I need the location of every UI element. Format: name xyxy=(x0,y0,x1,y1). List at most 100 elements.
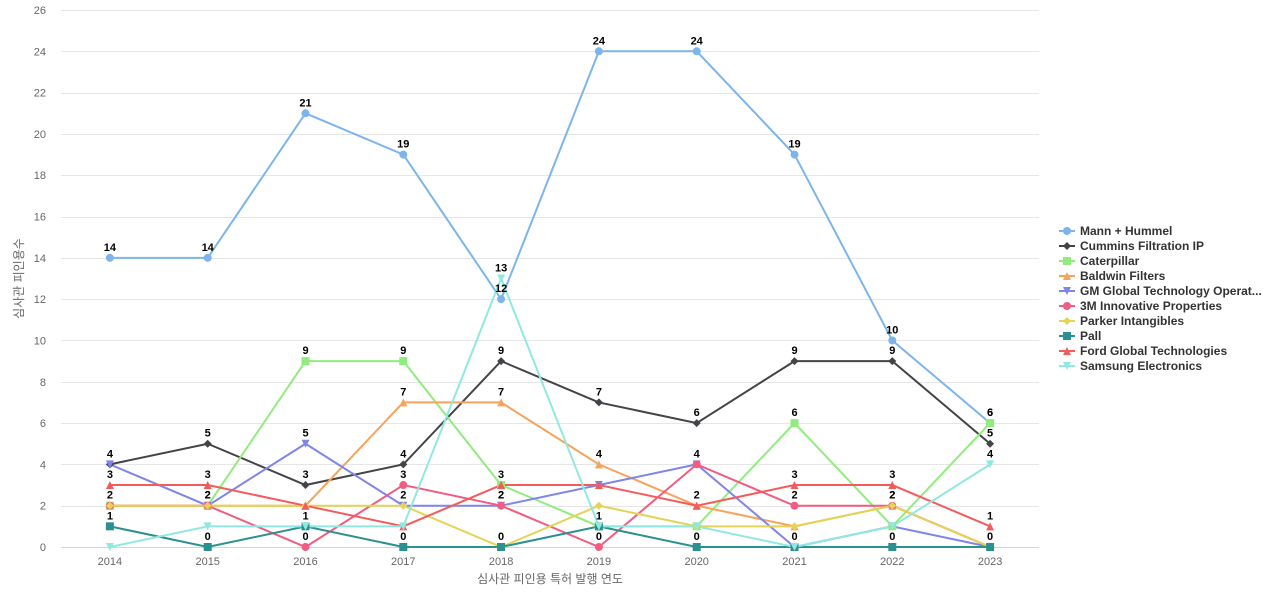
data-point-mann-hummel[interactable] xyxy=(301,109,310,118)
legend-item-ford-global-technologies[interactable]: Ford Global Technologies xyxy=(1059,344,1227,358)
data-point-caterpillar[interactable] xyxy=(986,419,995,428)
data-point-gm-global-technology-operations[interactable] xyxy=(301,439,310,448)
data-label-cummins-filtration-ip: 5 xyxy=(205,428,211,440)
data-point-ford-global-technologies[interactable] xyxy=(203,481,212,490)
data-point-pall[interactable] xyxy=(692,543,701,551)
data-point-ford-global-technologies[interactable] xyxy=(986,522,995,531)
data-point-mann-hummel[interactable] xyxy=(497,295,506,304)
legend-item-caterpillar[interactable]: Caterpillar xyxy=(1059,254,1140,268)
legend-symbol[interactable] xyxy=(1063,257,1071,265)
data-point-samsung-electronics[interactable] xyxy=(986,460,995,469)
data-point-baldwin-filters[interactable] xyxy=(399,398,408,407)
data-point-gm-global-technology-operations[interactable] xyxy=(105,460,114,469)
data-point-mann-hummel[interactable] xyxy=(692,47,701,56)
data-point-parker-intangibles[interactable] xyxy=(594,501,603,510)
data-point-samsung-electronics[interactable] xyxy=(497,274,506,283)
data-point-pall[interactable] xyxy=(105,522,114,531)
data-point-mann-hummel[interactable] xyxy=(790,150,799,159)
data-point-cummins-filtration-ip[interactable] xyxy=(594,398,603,407)
data-point-samsung-electronics[interactable] xyxy=(594,522,603,531)
data-point-cummins-filtration-ip[interactable] xyxy=(301,481,310,490)
data-point-parker-intangibles[interactable] xyxy=(203,501,212,510)
series-line-mann-hummel[interactable] xyxy=(109,50,991,424)
legend-symbol[interactable] xyxy=(1063,347,1071,355)
data-point-parker-intangibles[interactable] xyxy=(790,522,799,531)
data-point-parker-intangibles[interactable] xyxy=(399,501,408,510)
data-point-pall[interactable] xyxy=(399,543,408,551)
marker-layer xyxy=(105,47,995,551)
data-point-3m-innovative-properties[interactable] xyxy=(497,501,506,510)
legend-item-mann-hummel[interactable]: Mann + Hummel xyxy=(1059,224,1172,238)
data-point-caterpillar[interactable] xyxy=(301,357,310,366)
series-line-parker-intangibles[interactable] xyxy=(109,504,991,549)
data-label-caterpillar: 9 xyxy=(302,345,308,357)
data-point-ford-global-technologies[interactable] xyxy=(888,481,897,490)
data-point-ford-global-technologies[interactable] xyxy=(105,481,114,490)
series-line-samsung-electronics[interactable] xyxy=(109,275,991,549)
data-point-mann-hummel[interactable] xyxy=(888,336,897,345)
data-point-cummins-filtration-ip[interactable] xyxy=(986,439,995,448)
data-point-baldwin-filters[interactable] xyxy=(497,398,506,407)
legend-symbol[interactable] xyxy=(1063,317,1071,325)
y-tick-label: 0 xyxy=(40,542,46,554)
data-point-parker-intangibles[interactable] xyxy=(105,501,114,510)
data-point-pall[interactable] xyxy=(888,543,897,551)
data-label-mann-hummel: 21 xyxy=(299,97,311,109)
series-line-ford-global-technologies[interactable] xyxy=(109,484,991,528)
data-label-mann-hummel: 6 xyxy=(987,407,993,419)
data-point-pall[interactable] xyxy=(203,543,212,551)
legend-item-baldwin-filters[interactable]: Baldwin Filters xyxy=(1059,269,1166,283)
data-point-3m-innovative-properties[interactable] xyxy=(399,481,408,490)
data-point-ford-global-technologies[interactable] xyxy=(594,481,603,490)
legend-symbol[interactable] xyxy=(1063,332,1071,340)
data-point-pall[interactable] xyxy=(497,543,506,551)
data-point-ford-global-technologies[interactable] xyxy=(692,501,701,510)
legend-symbol[interactable] xyxy=(1063,287,1071,295)
data-point-mann-hummel[interactable] xyxy=(399,150,408,159)
data-point-cummins-filtration-ip[interactable] xyxy=(790,357,799,366)
data-point-mann-hummel[interactable] xyxy=(594,47,603,56)
data-point-cummins-filtration-ip[interactable] xyxy=(692,419,701,428)
data-point-samsung-electronics[interactable] xyxy=(301,522,310,531)
legend-item-3m-innovative-properties[interactable]: 3M Innovative Properties xyxy=(1059,299,1222,313)
data-point-cummins-filtration-ip[interactable] xyxy=(888,357,897,366)
series-line-cummins-filtration-ip[interactable] xyxy=(109,359,991,487)
legend-symbol[interactable] xyxy=(1063,362,1071,370)
legend-item-cummins-filtration-ip[interactable]: Cummins Filtration IP xyxy=(1059,239,1204,253)
data-point-samsung-electronics[interactable] xyxy=(105,543,114,551)
data-point-cummins-filtration-ip[interactable] xyxy=(399,460,408,469)
data-point-caterpillar[interactable] xyxy=(399,357,408,366)
legend-symbol[interactable] xyxy=(1063,272,1071,280)
legend-item-gm-global-technology-operations[interactable]: GM Global Technology Operat... xyxy=(1059,284,1262,298)
legend-item-pall[interactable]: Pall xyxy=(1059,329,1101,343)
data-point-3m-innovative-properties[interactable] xyxy=(790,501,799,510)
data-point-3m-innovative-properties[interactable] xyxy=(301,543,310,551)
data-point-samsung-electronics[interactable] xyxy=(790,543,799,551)
series-line-pall[interactable] xyxy=(109,525,991,549)
data-point-samsung-electronics[interactable] xyxy=(399,522,408,531)
legend-item-samsung-electronics[interactable]: Samsung Electronics xyxy=(1059,359,1202,373)
data-point-mann-hummel[interactable] xyxy=(203,253,212,262)
data-point-ford-global-technologies[interactable] xyxy=(497,481,506,490)
legend-symbol[interactable] xyxy=(1063,302,1071,310)
data-point-caterpillar[interactable] xyxy=(790,419,799,428)
data-point-cummins-filtration-ip[interactable] xyxy=(203,439,212,448)
series-line-caterpillar[interactable] xyxy=(109,360,991,528)
data-point-pall[interactable] xyxy=(986,543,995,551)
data-point-ford-global-technologies[interactable] xyxy=(790,481,799,490)
data-point-samsung-electronics[interactable] xyxy=(888,522,897,531)
data-point-3m-innovative-properties[interactable] xyxy=(692,460,701,469)
data-point-parker-intangibles[interactable] xyxy=(888,501,897,510)
data-point-3m-innovative-properties[interactable] xyxy=(594,543,603,551)
legend-symbol[interactable] xyxy=(1063,242,1071,250)
data-point-mann-hummel[interactable] xyxy=(105,253,114,262)
data-point-ford-global-technologies[interactable] xyxy=(301,501,310,510)
legend-symbol[interactable] xyxy=(1063,227,1071,235)
data-point-samsung-electronics[interactable] xyxy=(203,522,212,531)
data-point-baldwin-filters[interactable] xyxy=(594,460,603,469)
data-point-samsung-electronics[interactable] xyxy=(692,522,701,531)
legend-item-parker-intangibles[interactable]: Parker Intangibles xyxy=(1059,314,1184,328)
data-point-cummins-filtration-ip[interactable] xyxy=(497,357,506,366)
